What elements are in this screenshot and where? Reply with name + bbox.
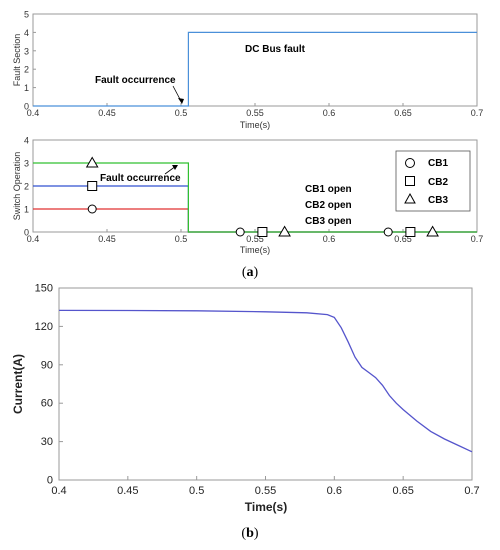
x-axis-label: Time(s) <box>245 500 287 514</box>
y-tick-label: 5 <box>24 10 29 20</box>
series-line <box>58 309 473 453</box>
marker-cb3 <box>278 225 291 237</box>
annotation-arrowhead <box>178 98 184 104</box>
y-tick-label: 3 <box>24 46 29 56</box>
x-tick-label: 0.6 <box>323 234 336 244</box>
y-tick-label: 4 <box>24 136 29 146</box>
x-tick-label: 0.7 <box>471 234 484 244</box>
x-tick-label: 0.45 <box>117 485 138 497</box>
x-tick-label: 0.6 <box>327 485 342 497</box>
annotation-cb3-open: CB3 open <box>305 216 352 227</box>
series-line-cb3 <box>33 162 477 233</box>
marker-cb2 <box>87 181 98 191</box>
annotation-cb2-open: CB2 open <box>305 200 352 211</box>
x-tick-label: 0.7 <box>471 108 484 118</box>
annotation-cb1-open: CB1 open <box>305 184 352 195</box>
legend-box <box>395 150 471 212</box>
plot-frame <box>32 13 478 107</box>
x-tick-label: 0.55 <box>255 485 276 497</box>
y-tick-label: 30 <box>41 436 53 448</box>
x-tick-label: 0.6 <box>323 108 336 118</box>
annotation-dc-bus-fault: DC Bus fault <box>245 44 306 55</box>
y-tick-label: 3 <box>24 159 29 169</box>
x-tick-label: 0.55 <box>246 108 264 118</box>
series-line <box>33 31 477 107</box>
y-tick-label: 0 <box>47 475 53 487</box>
marker-cb2 <box>405 227 416 237</box>
panel-label-a: (a) <box>242 265 259 280</box>
legend-marker-cb1 <box>405 158 415 168</box>
y-axis-label: Current(A) <box>11 354 25 414</box>
x-tick-label: 0.7 <box>464 485 479 497</box>
y-tick-label: 1 <box>24 205 29 215</box>
legend-marker-cb2 <box>405 176 415 186</box>
switch-operation-plot: 0.4 0.45 0.5 0.55 0.6 0.65 0.7 0 1 2 3 4 Switch Ope… <box>12 136 483 256</box>
x-tick-label: 0.65 <box>394 108 412 118</box>
y-axis-label: Switch Operation <box>12 152 22 221</box>
panel-label-b: (b) <box>241 526 258 541</box>
annotation-fault-occurrence: Fault occurrence <box>100 173 181 184</box>
marker-cb1 <box>235 227 245 237</box>
marker-cb1 <box>87 204 97 214</box>
legend-label-cb1: CB1 <box>428 158 448 169</box>
x-tick-label: 0.5 <box>175 108 188 118</box>
x-tick-label: 0.5 <box>189 485 204 497</box>
legend-label-cb2: CB2 <box>428 177 448 188</box>
marker-cb2 <box>257 227 268 237</box>
fault-section-plot: 0.4 0.45 0.5 0.55 0.6 0.65 0.7 0 1 2 3 4 5 Fault Sec… <box>12 10 483 131</box>
marker-cb3 <box>85 156 99 168</box>
legend: CB1 CB2 CB3 <box>395 150 471 212</box>
current-plot: 0.4 0.45 0.5 0.55 0.6 0.65 0.7 0 30 60 90 120 150 Cu… <box>11 283 480 515</box>
legend-label-cb3: CB3 <box>428 195 448 206</box>
marker-cb3 <box>426 225 439 237</box>
x-tick-label: 0.45 <box>98 108 116 118</box>
x-tick-label: 0.4 <box>27 234 40 244</box>
annotation-arrowhead <box>172 165 178 170</box>
annotation-fault-occurrence: Fault occurrence <box>95 75 176 86</box>
x-tick-label: 0.65 <box>394 234 412 244</box>
x-axis-label: Time(s) <box>240 245 270 255</box>
x-tick-label: 0.65 <box>392 485 413 497</box>
y-axis-label: Fault Section <box>12 34 22 87</box>
plot-frame <box>58 287 473 481</box>
panel-label-a-letter: a <box>247 265 254 280</box>
x-axis-label: Time(s) <box>240 120 270 130</box>
x-tick-label: 0.5 <box>175 234 188 244</box>
y-tick-label: 1 <box>24 83 29 93</box>
y-tick-label: 60 <box>41 398 53 410</box>
panel-label-b-letter: b <box>246 526 254 541</box>
y-tick-label: 120 <box>35 321 53 333</box>
legend-marker-cb3 <box>404 192 416 204</box>
y-tick-label: 2 <box>24 65 29 75</box>
y-tick-label: 4 <box>24 28 29 38</box>
x-tick-label: 0.4 <box>27 108 40 118</box>
x-tick-label: 0.55 <box>246 234 264 244</box>
y-tick-label: 90 <box>41 359 53 371</box>
y-tick-label: 0 <box>24 102 29 112</box>
x-tick-label: 0.4 <box>51 485 66 497</box>
marker-cb1 <box>383 227 393 237</box>
x-tick-label: 0.45 <box>98 234 116 244</box>
y-tick-label: 2 <box>24 182 29 192</box>
y-tick-label: 150 <box>35 283 53 295</box>
y-tick-label: 0 <box>24 228 29 238</box>
